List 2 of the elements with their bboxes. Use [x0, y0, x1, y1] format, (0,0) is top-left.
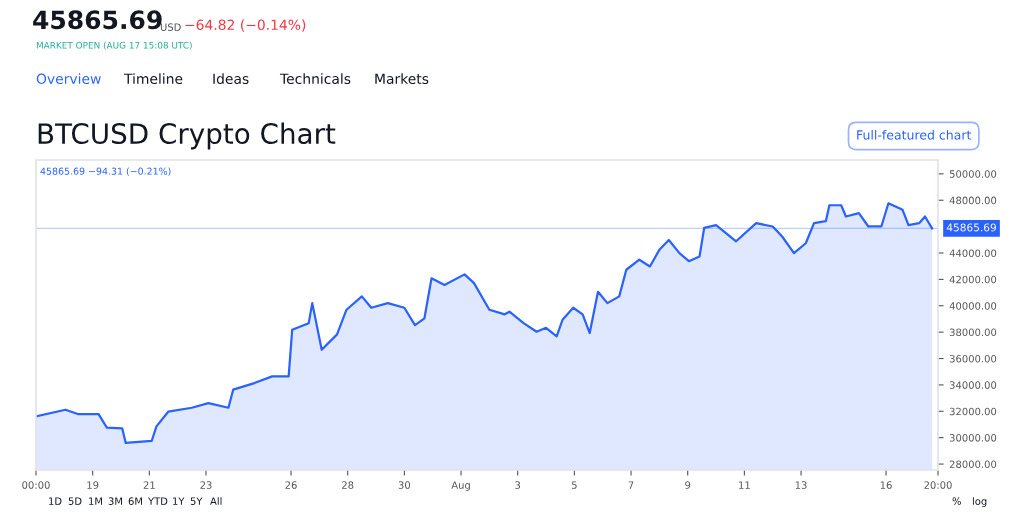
text: 45865.69: [33, 10, 162, 30]
chart-title: BTCUSD Crypto Chart: [38, 122, 336, 150]
